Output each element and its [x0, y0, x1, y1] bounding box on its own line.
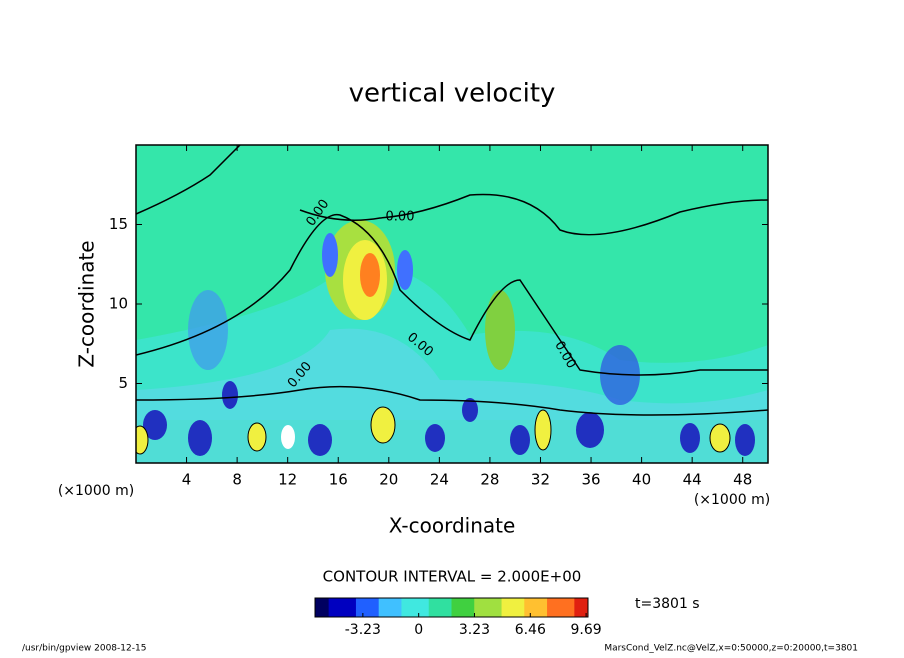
contour-label: 0.00: [386, 210, 415, 225]
colorbar-cell: [583, 598, 589, 617]
colorbar-cell: [446, 598, 452, 617]
x-tick-label: 48: [733, 471, 752, 489]
y-tick-label: 10: [109, 295, 128, 313]
x-tick-label: 36: [581, 471, 600, 489]
colorbar-cell: [565, 598, 571, 617]
colorbar-cell: [365, 598, 371, 617]
colorbar-cell: [510, 598, 516, 617]
colorbar-cell: [478, 598, 484, 617]
colorbar-cell: [433, 598, 439, 617]
colorbar-cell: [569, 598, 575, 617]
colorbar-cell: [551, 598, 557, 617]
colorbar-cell: [428, 598, 434, 617]
x-tick-label: 16: [329, 471, 348, 489]
colorbar-tick-label: 3.23: [459, 622, 490, 638]
colorbar-cell: [355, 598, 361, 617]
colorbar-cell: [487, 598, 493, 617]
contour-interval: CONTOUR INTERVAL = 2.000E+00: [323, 568, 582, 586]
x-tick-label: 44: [683, 471, 702, 489]
colorbar-cell: [387, 598, 393, 617]
x-tick-label: 40: [632, 471, 651, 489]
colorbar-cell: [419, 598, 425, 617]
colorbar-cell: [369, 598, 375, 617]
x-tick-label: 8: [232, 471, 242, 489]
colorbar-tick-label: -3.23: [345, 622, 381, 638]
x-tick-label: 12: [278, 471, 297, 489]
colorbar-cell: [392, 598, 398, 617]
colorbar-cell: [451, 598, 457, 617]
colorbar-cell: [351, 598, 357, 617]
colorbar-frame: [314, 597, 589, 618]
x-tick-label: 4: [182, 471, 192, 489]
colorbar-cell: [533, 598, 539, 617]
colorbar-cell: [556, 598, 562, 617]
x-unit: (×1000 m): [694, 492, 770, 508]
colorbar-cell: [346, 598, 352, 617]
colorbar-cell: [537, 598, 543, 617]
colorbar-cell: [474, 598, 480, 617]
colorbar-cell: [406, 598, 412, 617]
colorbar-cell: [333, 598, 339, 617]
colorbar-cell: [542, 598, 548, 617]
colorbar-cell: [342, 598, 348, 617]
colorbar-cell: [578, 598, 584, 617]
colorbar-cell: [469, 598, 475, 617]
colorbar-cell: [519, 598, 525, 617]
colorbar-cell: [383, 598, 389, 617]
colorbar-cell: [560, 598, 566, 617]
y-unit: (×1000 m): [58, 483, 134, 499]
colorbar-cell: [528, 598, 534, 617]
colorbar-cell: [506, 598, 512, 617]
colorbar-cell: [324, 598, 330, 617]
colorbar-cell: [328, 598, 334, 617]
colorbar-cell: [460, 598, 466, 617]
colorbar-cell: [547, 598, 553, 617]
colorbar-cell: [492, 598, 498, 617]
colorbar-cell: [374, 598, 380, 617]
x-tick-label: 24: [430, 471, 449, 489]
y-tick-label: 15: [109, 215, 128, 233]
colorbar-cell: [465, 598, 471, 617]
y-tick-label: 5: [118, 374, 128, 392]
colorbar-cell: [497, 598, 503, 617]
x-tick-label: 20: [379, 471, 398, 489]
colorbar-cell: [378, 598, 384, 617]
colorbar-cell: [410, 598, 416, 617]
colorbar-cell: [483, 598, 489, 617]
y-axis-title: Z-coordinate: [75, 240, 99, 367]
colorbar-cell: [396, 598, 402, 617]
x-tick-label: 32: [531, 471, 550, 489]
colorbar-cell: [315, 598, 321, 617]
field: [136, 145, 768, 463]
colorbar-tick-label: 0: [414, 622, 423, 638]
colorbar-cell: [360, 598, 366, 617]
footer-left: /usr/bin/gpview 2008-12-15: [22, 644, 146, 654]
colorbar-cell: [415, 598, 421, 617]
colorbar-cell: [456, 598, 462, 617]
colorbar-cell: [501, 598, 507, 617]
footer-right: MarsCond_VelZ.nc@VelZ,x=0:50000,z=0:2000…: [604, 644, 858, 654]
colorbar-cell: [524, 598, 530, 617]
colorbar-cell: [515, 598, 521, 617]
time-label: t=3801 s: [635, 596, 700, 612]
colorbar-cell: [574, 598, 580, 617]
chart-title: vertical velocity: [349, 79, 556, 109]
colorbar-cell: [424, 598, 430, 617]
colorbar-cell: [442, 598, 448, 617]
colorbar-cell: [401, 598, 407, 617]
colorbar-tick-label: 9.69: [571, 622, 602, 638]
colorbar-cell: [437, 598, 443, 617]
x-tick-label: 28: [480, 471, 499, 489]
colorbar-tick-label: 6.46: [515, 622, 546, 638]
colorbar-cell: [337, 598, 343, 617]
colorbar-cell: [319, 598, 325, 617]
x-axis-title: X-coordinate: [389, 514, 516, 538]
